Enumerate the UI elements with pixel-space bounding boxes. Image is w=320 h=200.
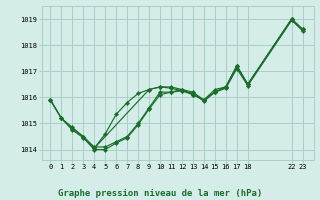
Text: Graphe pression niveau de la mer (hPa): Graphe pression niveau de la mer (hPa) xyxy=(58,189,262,198)
